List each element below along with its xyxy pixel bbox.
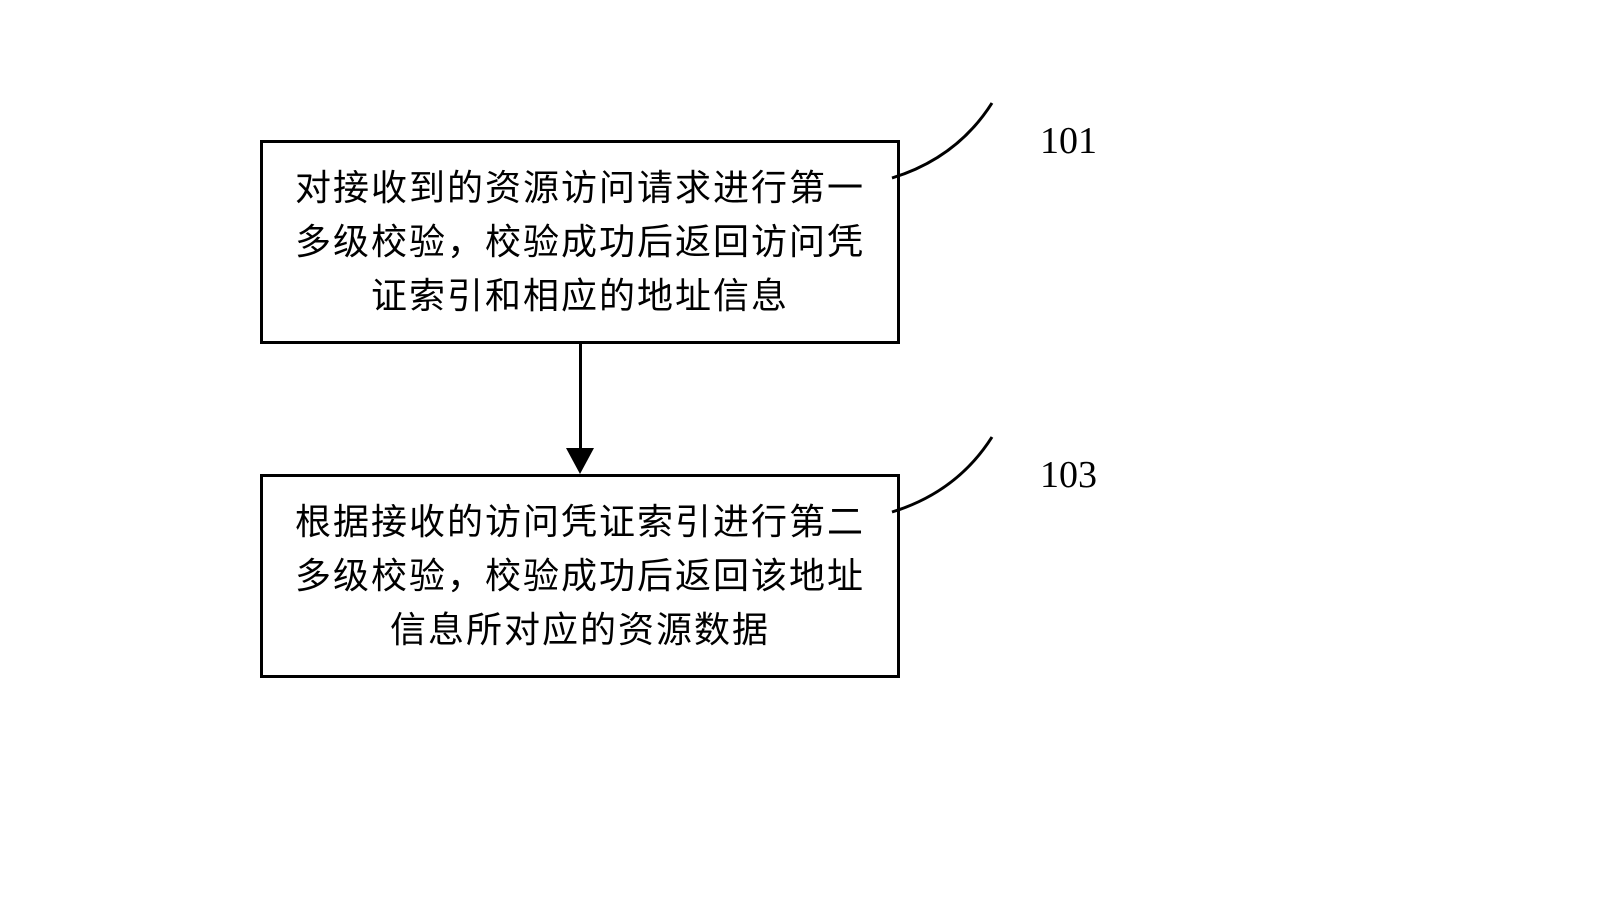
node-text-line: 多级校验，校验成功后返回该地址 bbox=[285, 549, 875, 603]
node-text-line: 根据接收的访问凭证索引进行第二 bbox=[285, 495, 875, 549]
arrow-line bbox=[579, 344, 582, 449]
node-text-line: 多级校验，校验成功后返回访问凭 bbox=[285, 215, 875, 269]
flowchart-node-101: 对接收到的资源访问请求进行第一 多级校验，校验成功后返回访问凭 证索引和相应的地… bbox=[260, 140, 900, 344]
label-connector-curve bbox=[887, 98, 1007, 188]
node-label: 103 bbox=[1040, 447, 1097, 504]
flowchart-node-103: 根据接收的访问凭证索引进行第二 多级校验，校验成功后返回该地址 信息所对应的资源… bbox=[260, 474, 900, 678]
arrow-head-icon bbox=[566, 448, 594, 474]
label-connector-curve bbox=[887, 432, 1007, 522]
node-text-line: 信息所对应的资源数据 bbox=[285, 603, 875, 657]
flowchart-arrow bbox=[260, 344, 900, 474]
node-text-line: 对接收到的资源访问请求进行第一 bbox=[285, 161, 875, 215]
node-text-line: 证索引和相应的地址信息 bbox=[285, 269, 875, 323]
node-label: 101 bbox=[1040, 113, 1097, 170]
flowchart-container: 对接收到的资源访问请求进行第一 多级校验，校验成功后返回访问凭 证索引和相应的地… bbox=[260, 140, 1160, 678]
